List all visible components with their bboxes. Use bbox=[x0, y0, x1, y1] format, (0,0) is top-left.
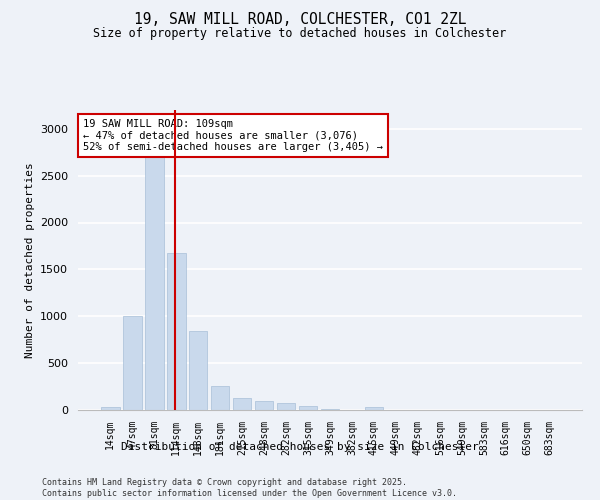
Y-axis label: Number of detached properties: Number of detached properties bbox=[25, 162, 35, 358]
Bar bbox=[211, 386, 229, 410]
Text: Size of property relative to detached houses in Colchester: Size of property relative to detached ho… bbox=[94, 28, 506, 40]
Bar bbox=[255, 400, 274, 410]
Bar bbox=[123, 316, 142, 410]
Bar bbox=[145, 128, 164, 410]
Text: 19 SAW MILL ROAD: 109sqm
← 47% of detached houses are smaller (3,076)
52% of sem: 19 SAW MILL ROAD: 109sqm ← 47% of detach… bbox=[83, 119, 383, 152]
Bar bbox=[299, 406, 317, 410]
Bar bbox=[189, 331, 208, 410]
Bar bbox=[101, 407, 119, 410]
Text: Distribution of detached houses by size in Colchester: Distribution of detached houses by size … bbox=[121, 442, 479, 452]
Bar bbox=[167, 252, 185, 410]
Bar bbox=[320, 409, 340, 410]
Text: Contains HM Land Registry data © Crown copyright and database right 2025.
Contai: Contains HM Land Registry data © Crown c… bbox=[42, 478, 457, 498]
Bar bbox=[277, 402, 295, 410]
Text: 19, SAW MILL ROAD, COLCHESTER, CO1 2ZL: 19, SAW MILL ROAD, COLCHESTER, CO1 2ZL bbox=[134, 12, 466, 28]
Bar bbox=[233, 398, 251, 410]
Bar bbox=[365, 407, 383, 410]
